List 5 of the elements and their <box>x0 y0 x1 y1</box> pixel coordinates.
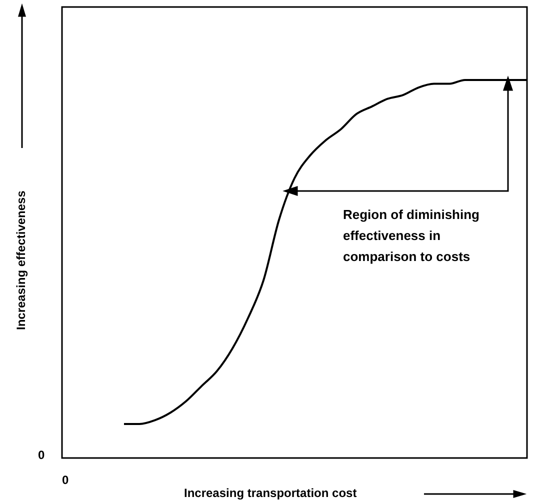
x-axis-title: Increasing transportation cost <box>184 486 357 500</box>
annotation: Region of diminishing effectiveness in comparison to costs <box>343 206 480 266</box>
text: 0 <box>38 448 45 462</box>
text: 0 <box>62 473 69 487</box>
y-axis-title: Increasing effectiveness <box>14 190 28 330</box>
